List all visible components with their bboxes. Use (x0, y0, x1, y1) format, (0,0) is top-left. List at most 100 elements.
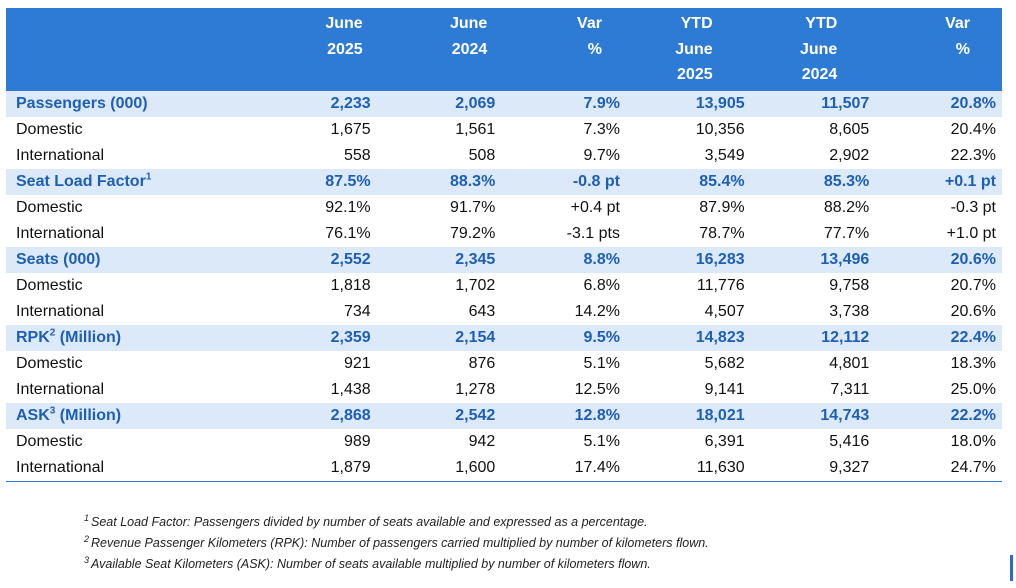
value-cell: 8,605 (829, 120, 870, 138)
row-label: Domestic (6, 117, 254, 143)
value-cell: +0.4 pt (570, 198, 620, 216)
footnote-marker: 3 (49, 405, 56, 417)
value-cell: 11,776 (696, 276, 745, 294)
value-cell: 13,496 (752, 246, 878, 273)
value-cell: 9,327 (752, 454, 878, 482)
value-cell: 22.3% (950, 146, 996, 164)
value-cell: 9,141 (704, 380, 745, 398)
value-cell: 10,356 (695, 120, 745, 138)
segment-row: Domestic 1,675 1,561 7.3% 10,356 8,605 20.4% (6, 117, 1002, 143)
value-cell: 643 (468, 302, 496, 320)
segment-row: Domestic 989 942 5.1% 6,391 5,416 18.0% (6, 429, 1002, 455)
row-label: Domestic (6, 195, 254, 221)
column-header-line: 2025 (327, 40, 363, 58)
footnote-number: 1 (84, 512, 90, 523)
value-cell: 12,112 (752, 324, 878, 351)
row-label-text: Domestic (16, 354, 83, 372)
row-label: Domestic (6, 429, 254, 455)
value-cell: -3.1 pts (566, 224, 620, 242)
row-label-text: International (16, 302, 105, 320)
value-cell: 2,345 (378, 246, 504, 273)
row-label: International (6, 377, 254, 403)
value-cell: 1,818 (330, 276, 371, 294)
column-header-line: % (955, 40, 970, 58)
metric-row: Seats (000) 2,552 2,345 8.8% 16,283 13,496 20.… (6, 246, 1002, 273)
table-body: Passengers (000) 2,233 2,069 7.9% 13,905 11,5… (6, 90, 1002, 482)
value-cell: 989 (343, 432, 371, 450)
row-label-text: Domestic (16, 120, 83, 138)
footnote-number: 3 (84, 554, 90, 565)
value-cell: 4,507 (704, 302, 745, 320)
value-cell: 7,311 (830, 380, 870, 398)
value-cell: 76.1% (325, 224, 371, 242)
value-cell: 14,823 (627, 324, 753, 351)
column-header-line: June (675, 40, 713, 58)
column-header-line: Var (577, 15, 602, 32)
table-header-row: June 2025 June 2024 Var% YTD June 2025 YTD June 20… (6, 8, 1002, 91)
metric-row: Seat Load Factor1 87.5% 88.3% -0.8 pt 85.4% 8… (6, 168, 1002, 195)
row-label-text: Seats (000) (16, 250, 101, 268)
column-header-line: % (587, 40, 602, 58)
column-header-line: YTD (680, 15, 713, 32)
value-cell: 1,561 (455, 120, 496, 138)
value-cell: +0.1 pt (877, 168, 1002, 195)
value-cell: 2,552 (254, 246, 379, 273)
value-cell: 8.8% (503, 246, 628, 273)
footnote: 2 Revenue Passenger Kilometers (RPK): Num… (84, 533, 709, 554)
row-label-unit: (Million) (55, 328, 122, 346)
row-label-text: Seat Load Factor (16, 172, 146, 190)
row-label-unit: (Million) (55, 406, 122, 424)
value-cell: 12.8% (503, 402, 628, 429)
value-cell: 22.2% (877, 402, 1002, 429)
column-header-line: YTD (805, 15, 838, 32)
value-cell: 20.6% (950, 302, 996, 320)
row-label: International (6, 454, 254, 482)
value-cell: 734 (343, 302, 371, 320)
metric-row: Passengers (000) 2,233 2,069 7.9% 13,905 11,5… (6, 90, 1002, 117)
value-cell: 77.7% (823, 224, 870, 242)
value-cell: 2,902 (829, 146, 870, 164)
value-cell: +1.0 pt (946, 224, 996, 242)
footnotes: 1 Seat Load Factor: Passengers divided by… (84, 512, 709, 575)
footnote-marker: 1 (145, 171, 152, 183)
value-cell: 11,507 (752, 90, 878, 117)
value-cell: 14.2% (574, 302, 620, 320)
segment-row: Domestic 921 876 5.1% 5,682 4,801 18.3% (6, 351, 1002, 377)
metric-row: ASK3 (Million) 2,868 2,542 12.8% 18,021 14,74… (6, 402, 1002, 429)
value-cell: 78.7% (699, 224, 745, 242)
value-cell: 9,758 (829, 276, 870, 294)
column-header-line: June (799, 40, 838, 58)
value-cell: 24.7% (877, 454, 1002, 482)
value-cell: 88.3% (378, 168, 504, 195)
value-cell: 17.4% (503, 454, 628, 482)
value-cell: 2,868 (254, 402, 379, 429)
segment-row: International 1,438 1,278 12.5% 9,141 7,311 25… (6, 377, 1002, 403)
row-label-text: Passengers (000) (16, 94, 148, 112)
column-header: YTD June 2024 (752, 8, 878, 91)
value-cell: 942 (468, 432, 496, 450)
header-label-cell (6, 8, 254, 91)
value-cell: 18.3% (950, 354, 996, 372)
footnote-number: 2 (84, 533, 90, 544)
value-cell: 25.0% (950, 380, 996, 398)
scroll-edge-indicator (1010, 555, 1013, 581)
row-label: International (6, 299, 254, 325)
footnote-text: Revenue Passenger Kilometers (RPK): Numb… (91, 536, 709, 550)
value-cell: 1,675 (330, 120, 371, 138)
value-cell: 12.5% (574, 380, 620, 398)
value-cell: 20.8% (877, 90, 1002, 117)
segment-row: International 558 508 9.7% 3,549 2,902 22.3% (6, 143, 1002, 169)
value-cell: 508 (468, 146, 496, 164)
value-cell: 91.7% (449, 198, 496, 216)
footnote: 3 Available Seat Kilometers (ASK): Number… (84, 554, 709, 575)
value-cell: 1,278 (455, 380, 496, 398)
value-cell: -0.8 pt (503, 168, 628, 195)
row-label-text: International (16, 224, 105, 242)
value-cell: 16,283 (627, 246, 753, 273)
row-label-text: RPK (16, 328, 50, 346)
footnote-text: Seat Load Factor: Passengers divided by … (91, 515, 648, 529)
value-cell: 4,801 (829, 354, 870, 372)
value-cell: 2,069 (378, 90, 504, 117)
value-cell: 92.1% (325, 198, 371, 216)
value-cell: 2,359 (254, 324, 379, 351)
